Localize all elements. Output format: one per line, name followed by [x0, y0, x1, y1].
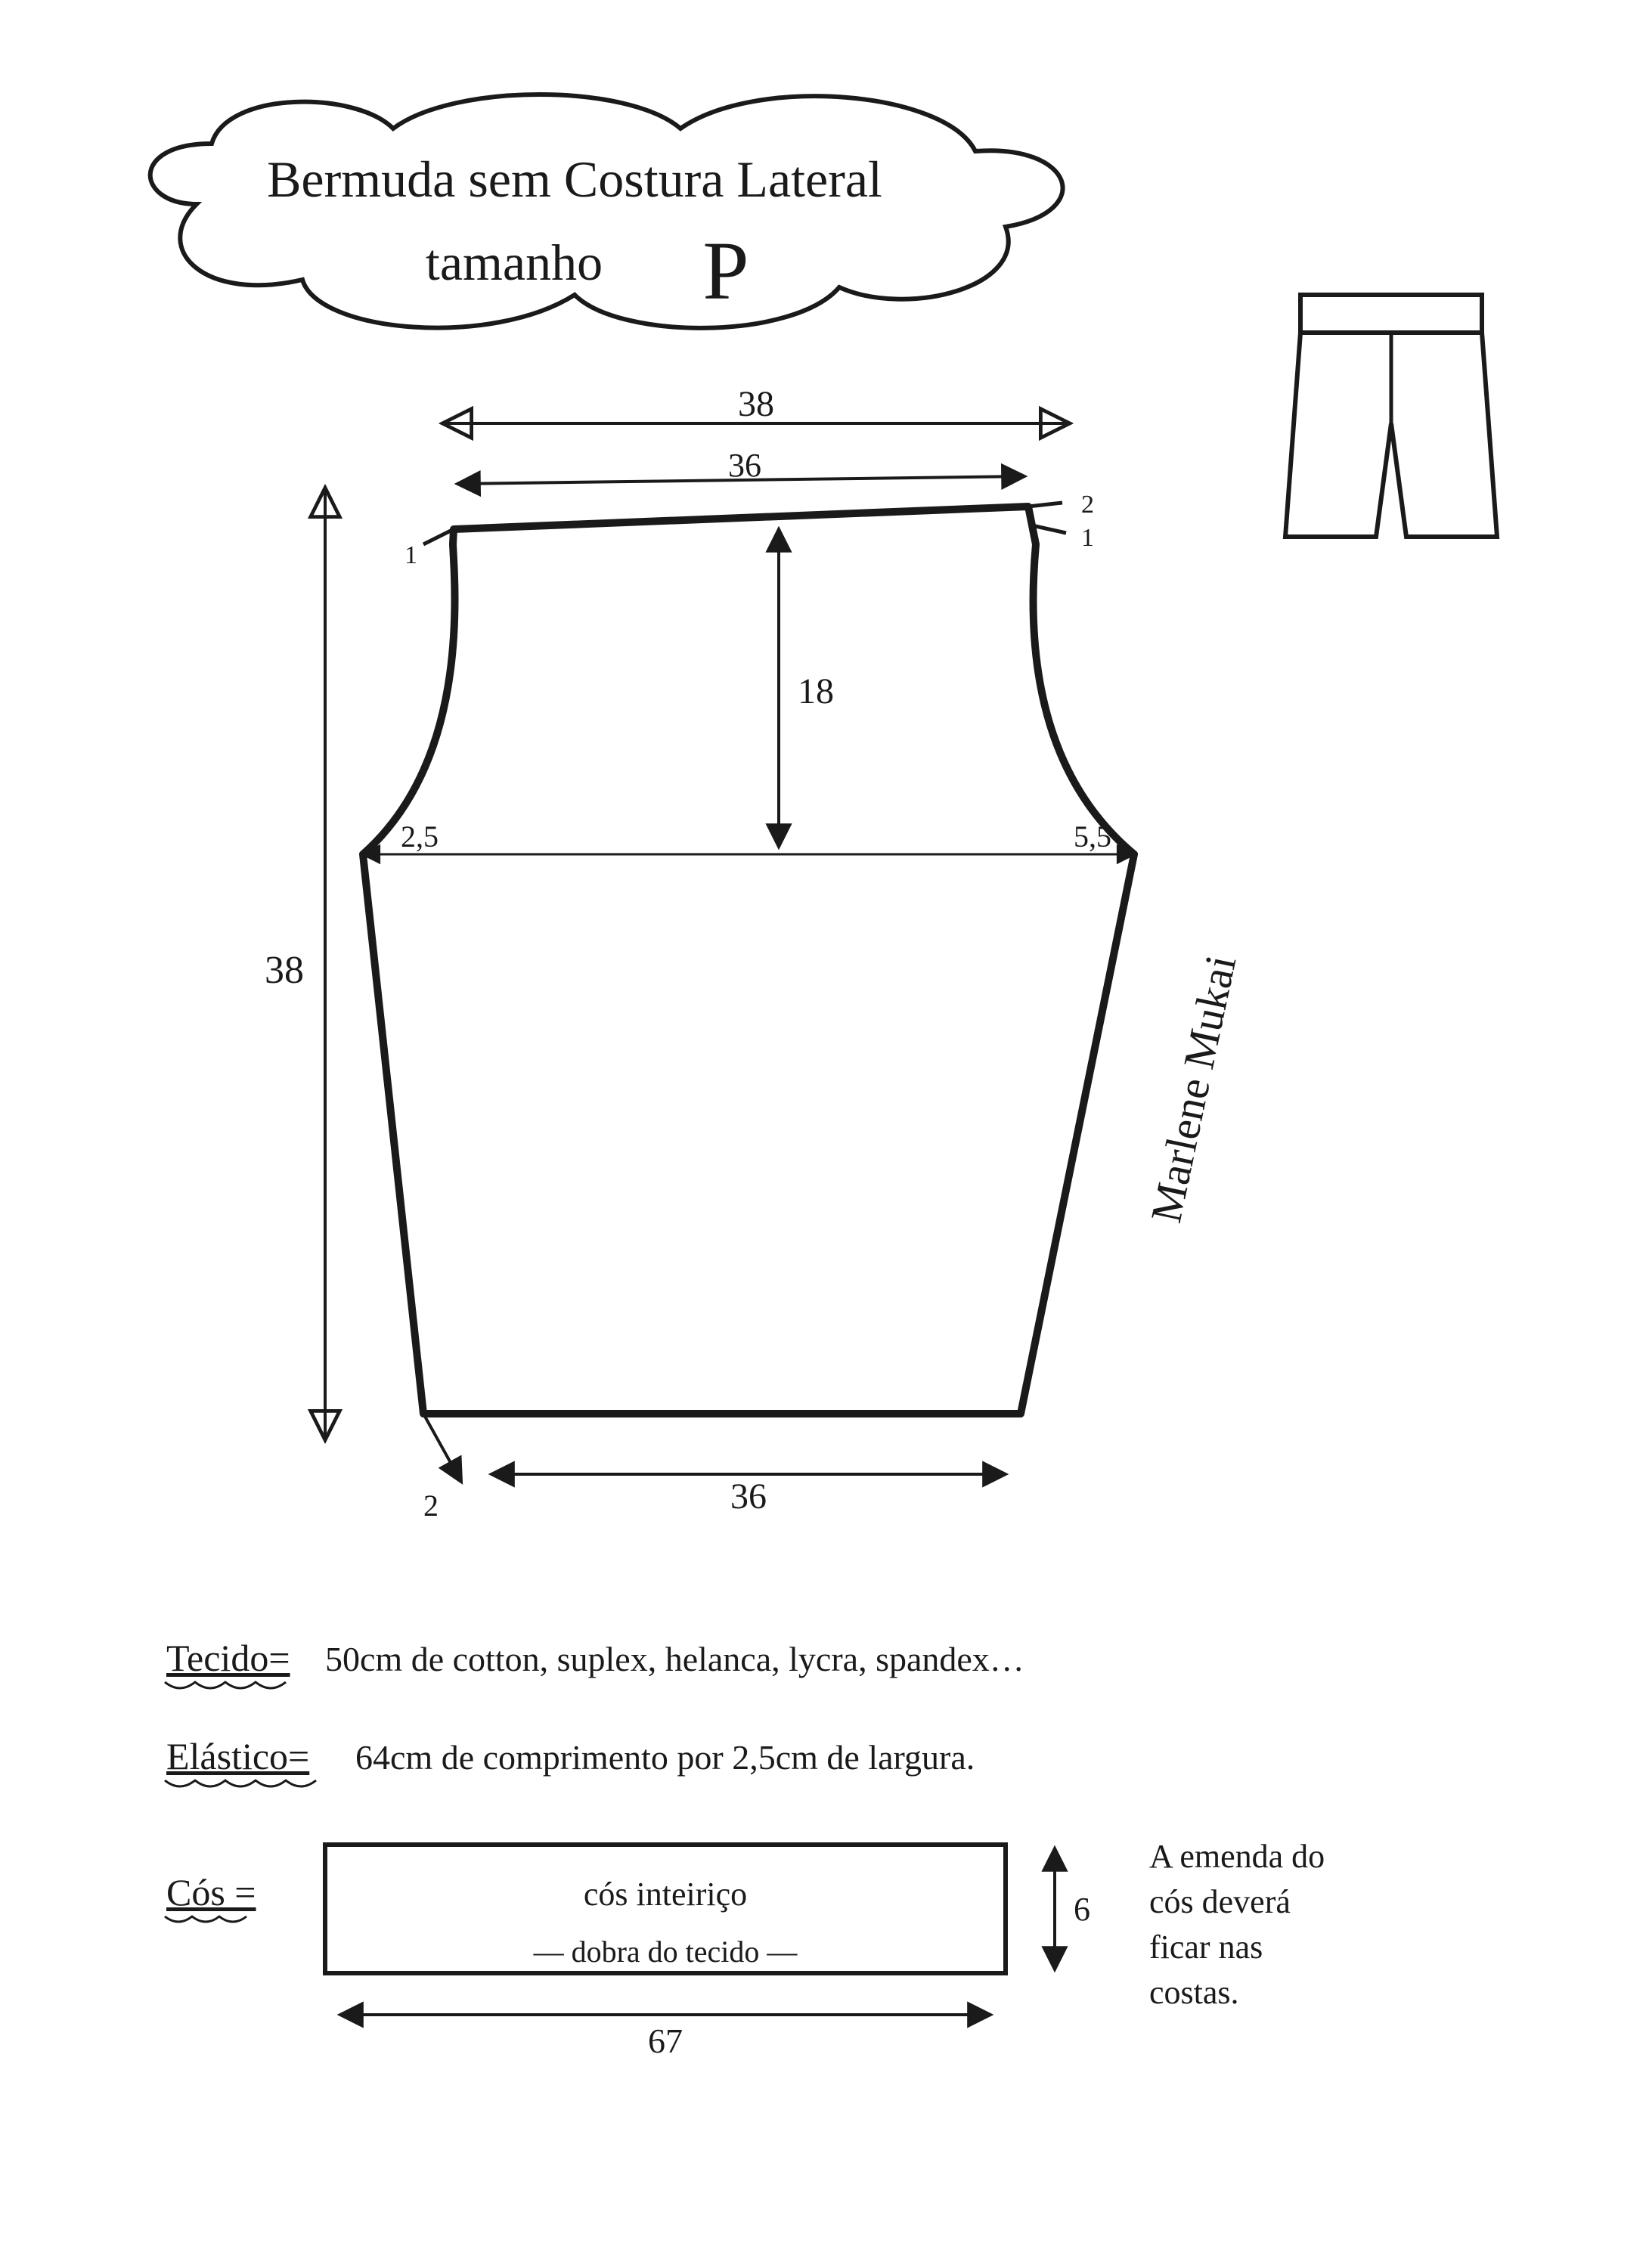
title-line2: tamanho [426, 234, 603, 291]
tecido-text: 50cm de cotton, suplex, helanca, lycra, … [325, 1640, 1024, 1678]
cos-width: 67 [648, 2022, 683, 2060]
cos-note-1: A emenda do [1149, 1838, 1325, 1875]
label-side-length: 38 [265, 949, 304, 992]
cos-note-2: cós deverá [1149, 1883, 1291, 1920]
label-top-inner: 36 [728, 447, 761, 484]
title-line1: Bermuda sem Costura Lateral [267, 150, 882, 208]
elastico-text: 64cm de comprimento por 2,5cm de largura… [355, 1738, 975, 1777]
cos-inner-top: cós inteiriço [584, 1876, 747, 1913]
label-left-crotch: 2,5 [401, 820, 439, 854]
label-bottom-left: 2 [423, 1489, 439, 1523]
paper-bg [0, 0, 1649, 2268]
label-hem: 36 [730, 1476, 767, 1517]
title-size: P [702, 225, 749, 317]
label-top-right-1: 1 [1081, 524, 1094, 552]
cos-note-3: ficar nas [1149, 1929, 1263, 1966]
cos-inner-bottom: — dobra do tecido — [533, 1935, 798, 1969]
tecido-label: Tecido= [166, 1637, 290, 1679]
cos-note-4: costas. [1149, 1974, 1239, 2011]
cos-height: 6 [1074, 1891, 1090, 1928]
elastico-label: Elástico= [166, 1735, 309, 1777]
label-right-crotch: 5,5 [1074, 820, 1111, 854]
label-top-right-2: 2 [1081, 491, 1094, 519]
sewing-pattern-diagram: Bermuda sem Costura Lateral tamanho P 2 … [0, 0, 1649, 2268]
label-top-outer: 38 [738, 384, 774, 424]
label-rise: 18 [798, 671, 834, 711]
label-top-left-1: 1 [405, 541, 417, 569]
cos-label: Cós = [166, 1871, 256, 1913]
